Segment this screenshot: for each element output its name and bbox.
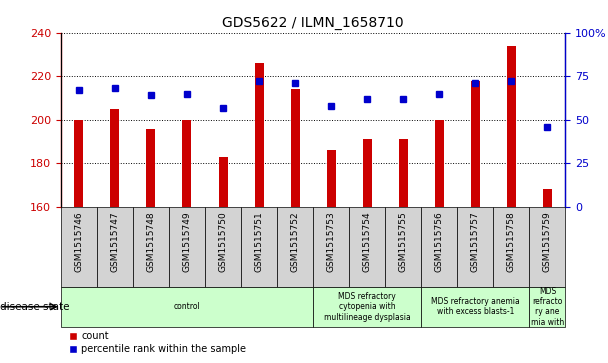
Bar xyxy=(241,207,277,287)
Bar xyxy=(507,46,516,207)
Bar xyxy=(530,287,565,327)
Bar xyxy=(313,207,349,287)
Bar xyxy=(421,287,530,327)
Title: GDS5622 / ILMN_1658710: GDS5622 / ILMN_1658710 xyxy=(223,16,404,30)
Legend: count, percentile rank within the sample: count, percentile rank within the sample xyxy=(66,327,250,358)
Bar xyxy=(291,89,300,207)
Text: MDS refractory
cytopenia with
multilineage dysplasia: MDS refractory cytopenia with multilinea… xyxy=(324,292,410,322)
Bar xyxy=(385,207,421,287)
Bar xyxy=(111,109,119,207)
Bar xyxy=(169,207,205,287)
Bar xyxy=(313,287,421,327)
Text: GSM1515746: GSM1515746 xyxy=(74,211,83,272)
Text: GSM1515749: GSM1515749 xyxy=(182,211,192,272)
Text: GSM1515751: GSM1515751 xyxy=(255,211,263,272)
Bar xyxy=(255,63,263,207)
Bar xyxy=(493,207,530,287)
Text: GSM1515759: GSM1515759 xyxy=(543,211,552,272)
Text: MDS
refracto
ry ane
mia with: MDS refracto ry ane mia with xyxy=(531,287,564,327)
Text: GSM1515747: GSM1515747 xyxy=(111,211,119,272)
Bar xyxy=(147,129,156,207)
Bar xyxy=(457,207,493,287)
Text: GSM1515754: GSM1515754 xyxy=(363,211,371,272)
Text: GSM1515758: GSM1515758 xyxy=(507,211,516,272)
Text: disease state: disease state xyxy=(0,302,69,312)
Bar xyxy=(97,207,133,287)
Text: GSM1515750: GSM1515750 xyxy=(218,211,227,272)
Bar xyxy=(182,120,192,207)
Bar xyxy=(218,157,227,207)
Bar xyxy=(363,139,371,207)
Bar xyxy=(205,207,241,287)
Bar xyxy=(421,207,457,287)
Bar xyxy=(133,207,169,287)
Text: GSM1515755: GSM1515755 xyxy=(399,211,408,272)
Bar xyxy=(530,207,565,287)
Text: GSM1515756: GSM1515756 xyxy=(435,211,444,272)
Text: control: control xyxy=(174,302,200,311)
Text: GSM1515752: GSM1515752 xyxy=(291,211,300,272)
Text: MDS refractory anemia
with excess blasts-1: MDS refractory anemia with excess blasts… xyxy=(431,297,520,317)
Bar xyxy=(277,207,313,287)
Bar xyxy=(543,189,552,207)
Bar xyxy=(471,81,480,207)
Text: GSM1515748: GSM1515748 xyxy=(147,211,156,272)
Bar xyxy=(326,150,336,207)
Bar xyxy=(74,120,83,207)
Bar xyxy=(349,207,385,287)
Bar xyxy=(435,120,444,207)
Text: GSM1515757: GSM1515757 xyxy=(471,211,480,272)
Text: GSM1515753: GSM1515753 xyxy=(326,211,336,272)
Bar xyxy=(61,287,313,327)
Bar xyxy=(61,207,97,287)
Bar xyxy=(399,139,408,207)
